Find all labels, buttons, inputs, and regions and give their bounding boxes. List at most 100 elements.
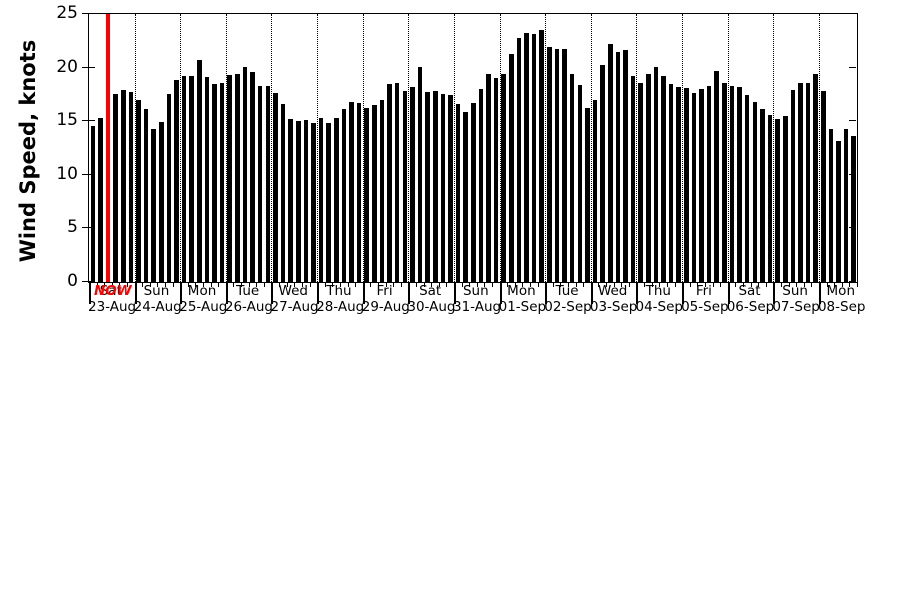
x-axis-minor-tick xyxy=(127,282,129,287)
x-axis-minor-tick xyxy=(841,282,843,287)
y-axis-tick xyxy=(82,120,88,122)
bar xyxy=(197,60,202,282)
bar xyxy=(166,94,172,282)
x-axis-date: 24-Aug xyxy=(133,299,182,315)
bar-slot xyxy=(812,14,820,282)
bar xyxy=(676,86,681,282)
x-axis-minor-tick xyxy=(400,282,402,287)
bar xyxy=(470,102,476,282)
bar-slot xyxy=(568,14,576,282)
x-axis-minor-tick xyxy=(415,282,417,287)
y-axis-tick xyxy=(82,281,88,282)
x-axis-minor-tick xyxy=(461,282,463,287)
bar xyxy=(615,51,621,282)
bar xyxy=(805,82,811,282)
x-axis-minor-tick xyxy=(849,282,851,287)
bar xyxy=(356,102,362,282)
x-axis-day-of-week: Mon xyxy=(187,283,217,299)
bar-slot xyxy=(119,14,127,282)
bar xyxy=(478,89,484,282)
bar xyxy=(547,47,552,282)
y-axis-tick-inner xyxy=(88,66,95,68)
bar xyxy=(836,140,841,282)
bar-slot xyxy=(272,14,280,282)
y-axis-tick xyxy=(82,66,88,68)
bar-slot xyxy=(713,14,721,282)
x-axis-minor-tick xyxy=(834,282,836,287)
bar xyxy=(273,93,278,282)
bar xyxy=(402,91,408,282)
bar xyxy=(706,85,712,282)
bar-slot xyxy=(393,14,401,282)
y-axis-tick-inner xyxy=(88,120,95,122)
x-axis-minor-tick xyxy=(530,282,532,287)
x-axis-day-label: Thu 28-Aug xyxy=(316,283,364,317)
x-axis-day-of-week: Sun xyxy=(143,283,170,299)
bar-slot xyxy=(515,14,523,282)
x-axis-minor-tick xyxy=(765,282,767,287)
x-axis-day-of-week: Thu xyxy=(645,283,671,299)
x-axis-day-label: Fri 29-Aug xyxy=(362,283,410,317)
bar xyxy=(105,95,111,282)
x-axis-minor-tick xyxy=(111,282,113,287)
x-axis-minor-tick xyxy=(568,282,570,287)
bar-slot xyxy=(173,14,181,282)
x-axis-major-tick xyxy=(271,282,274,304)
bar-slot xyxy=(614,14,622,282)
x-axis-minor-tick xyxy=(476,282,478,287)
bar-series xyxy=(89,14,857,282)
bar-slot xyxy=(447,14,455,282)
x-axis-minor-tick xyxy=(507,282,509,287)
y-axis-tick-right xyxy=(849,120,856,122)
bar-slot xyxy=(477,14,485,282)
bar-slot xyxy=(705,14,713,282)
x-axis-minor-tick xyxy=(324,282,326,287)
x-axis-minor-tick xyxy=(758,282,760,287)
bar xyxy=(364,108,370,282)
x-axis-minor-tick xyxy=(286,282,288,287)
x-axis-major-tick xyxy=(453,282,456,304)
bar-slot xyxy=(546,14,554,282)
x-axis-minor-tick xyxy=(484,282,486,287)
y-axis-title: Wind Speed, knots xyxy=(16,39,40,263)
x-axis-major-tick xyxy=(590,282,593,304)
x-axis-minor-tick xyxy=(165,282,167,287)
bar-slot xyxy=(804,14,812,282)
x-axis-day-label: Mon 08-Sep xyxy=(818,283,866,317)
x-axis-minor-tick xyxy=(704,282,706,287)
y-axis-tick-inner xyxy=(88,13,95,14)
x-axis-day-label: Sun 24-Aug xyxy=(133,283,182,317)
bar xyxy=(349,101,354,282)
x-axis-minor-tick xyxy=(735,282,737,287)
x-axis-day-label: Sun 31-Aug xyxy=(452,283,502,317)
x-axis-minor-tick xyxy=(431,282,433,287)
x-axis-minor-tick xyxy=(712,282,714,287)
bar-slot xyxy=(553,14,561,282)
bar xyxy=(569,74,575,282)
bar xyxy=(311,123,316,282)
x-axis-day-of-week: Sat xyxy=(99,283,122,299)
bar-slot xyxy=(599,14,607,282)
bar-slot xyxy=(523,14,531,282)
bar-slot xyxy=(667,14,675,282)
bar xyxy=(440,94,446,282)
x-axis-day-of-week: Mon xyxy=(507,283,536,299)
bar xyxy=(174,80,179,282)
bar-slot xyxy=(157,14,165,282)
bar xyxy=(136,99,141,282)
x-axis-minor-tick xyxy=(294,282,296,287)
x-axis-day-of-week: Sun xyxy=(462,283,489,299)
x-axis-minor-tick xyxy=(826,282,828,287)
bar xyxy=(509,53,514,282)
x-axis-minor-tick xyxy=(628,282,630,287)
x-axis-date: 31-Aug xyxy=(452,299,502,315)
x-axis-date: 07-Sep xyxy=(772,299,820,315)
bar xyxy=(288,119,293,282)
bar-slot xyxy=(842,14,850,282)
bar-slot xyxy=(348,14,356,282)
bar xyxy=(493,78,499,282)
x-axis-minor-tick xyxy=(689,282,691,287)
bar xyxy=(607,44,613,282)
x-axis-day-of-week: Sat xyxy=(419,283,442,299)
bar xyxy=(113,94,118,282)
